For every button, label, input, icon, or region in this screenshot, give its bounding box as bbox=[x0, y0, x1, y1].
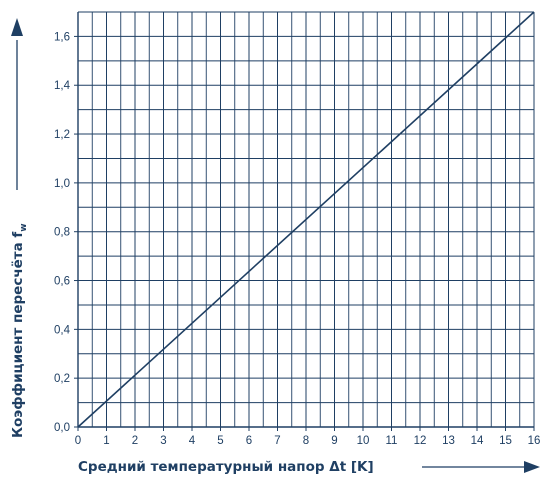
y-axis-title-text: Коэффициент пересчёта f bbox=[10, 232, 26, 438]
x-axis-arrowhead bbox=[524, 461, 540, 473]
x-axis-title-symbol: Δt [K] bbox=[325, 459, 374, 475]
x-tick-label: 13 bbox=[442, 435, 455, 447]
x-tick-label: 15 bbox=[499, 435, 512, 447]
y-tick-label: 1,0 bbox=[54, 178, 70, 190]
y-tick-label: 1,4 bbox=[54, 80, 71, 92]
x-tick-label: 14 bbox=[471, 435, 484, 447]
x-axis-title-text: Средний температурный напор bbox=[78, 459, 325, 475]
x-tick-label: 2 bbox=[132, 435, 138, 447]
y-axis-title: Коэффициент пересчёта fw bbox=[10, 223, 29, 438]
y-tick-label: 0,0 bbox=[54, 422, 70, 434]
y-axis-arrowhead bbox=[11, 18, 23, 36]
x-tick-label: 11 bbox=[386, 435, 398, 447]
y-tick-label: 1,6 bbox=[54, 31, 70, 43]
x-tick-label: 1 bbox=[103, 435, 109, 447]
x-tick-label: 0 bbox=[75, 435, 81, 447]
y-axis-title-subscript: w bbox=[19, 223, 29, 231]
grid bbox=[74, 11, 535, 431]
x-axis-title: Средний температурный напор Δt [K] bbox=[78, 459, 374, 475]
y-tick-label: 0,2 bbox=[54, 373, 70, 385]
x-tick-label: 6 bbox=[246, 435, 252, 447]
x-tick-label: 4 bbox=[189, 435, 196, 447]
axis-titles: Средний температурный напор Δt [K] Коэффи… bbox=[10, 18, 540, 475]
x-tick-label: 8 bbox=[303, 435, 309, 447]
y-tick-label: 0,4 bbox=[54, 324, 71, 336]
x-tick-label: 16 bbox=[528, 435, 541, 447]
x-tick-label: 7 bbox=[274, 435, 280, 447]
y-tick-label: 0,6 bbox=[54, 276, 70, 288]
x-tick-label: 9 bbox=[331, 435, 337, 447]
series-line bbox=[77, 11, 535, 428]
tick-labels: 0 1 2 3 4 5 6 7 8 9 10 11 12 13 14 15 160,00,20,40,60,81… bbox=[54, 31, 540, 447]
y-tick-label: 0,8 bbox=[54, 227, 70, 239]
y-tick-label: 1,2 bbox=[54, 129, 70, 141]
series-layer bbox=[77, 11, 535, 428]
x-tick-label: 12 bbox=[414, 435, 427, 447]
x-tick-label: 5 bbox=[217, 435, 223, 447]
x-tick-label: 3 bbox=[160, 435, 166, 447]
x-tick-label: 10 bbox=[357, 435, 370, 447]
